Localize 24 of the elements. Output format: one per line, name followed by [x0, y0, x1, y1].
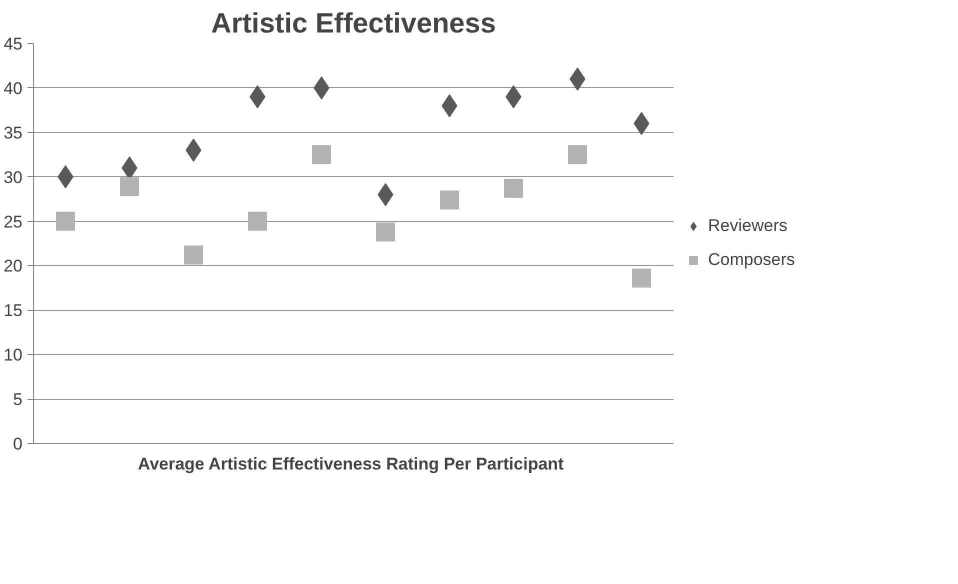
y-tick-label: 45	[4, 34, 23, 54]
point	[376, 222, 395, 242]
y-tick-label: 30	[4, 168, 23, 187]
point	[312, 145, 331, 164]
point	[120, 177, 139, 196]
point	[568, 145, 587, 164]
x-axis-title: Average Artistic Effectiveness Rating Per Participant	[138, 454, 564, 474]
point	[440, 190, 459, 210]
y-tick-label: 10	[4, 346, 23, 365]
point	[504, 178, 523, 198]
y-tick-label: 20	[4, 256, 23, 276]
y-tick-label: 35	[4, 123, 23, 142]
point	[632, 268, 651, 288]
y-tick-label: 0	[13, 434, 23, 454]
legend-label: Reviewers	[708, 216, 788, 236]
legend-label: Composers	[708, 250, 795, 270]
y-tick-label: 5	[13, 390, 23, 410]
y-tick-label: 15	[4, 301, 23, 320]
y-tick-label: 40	[4, 78, 23, 98]
chart-title: Artistic Effectiveness	[211, 8, 496, 38]
y-tick-label: 25	[4, 212, 23, 232]
point	[248, 212, 267, 231]
point	[184, 246, 203, 265]
point	[56, 212, 75, 231]
